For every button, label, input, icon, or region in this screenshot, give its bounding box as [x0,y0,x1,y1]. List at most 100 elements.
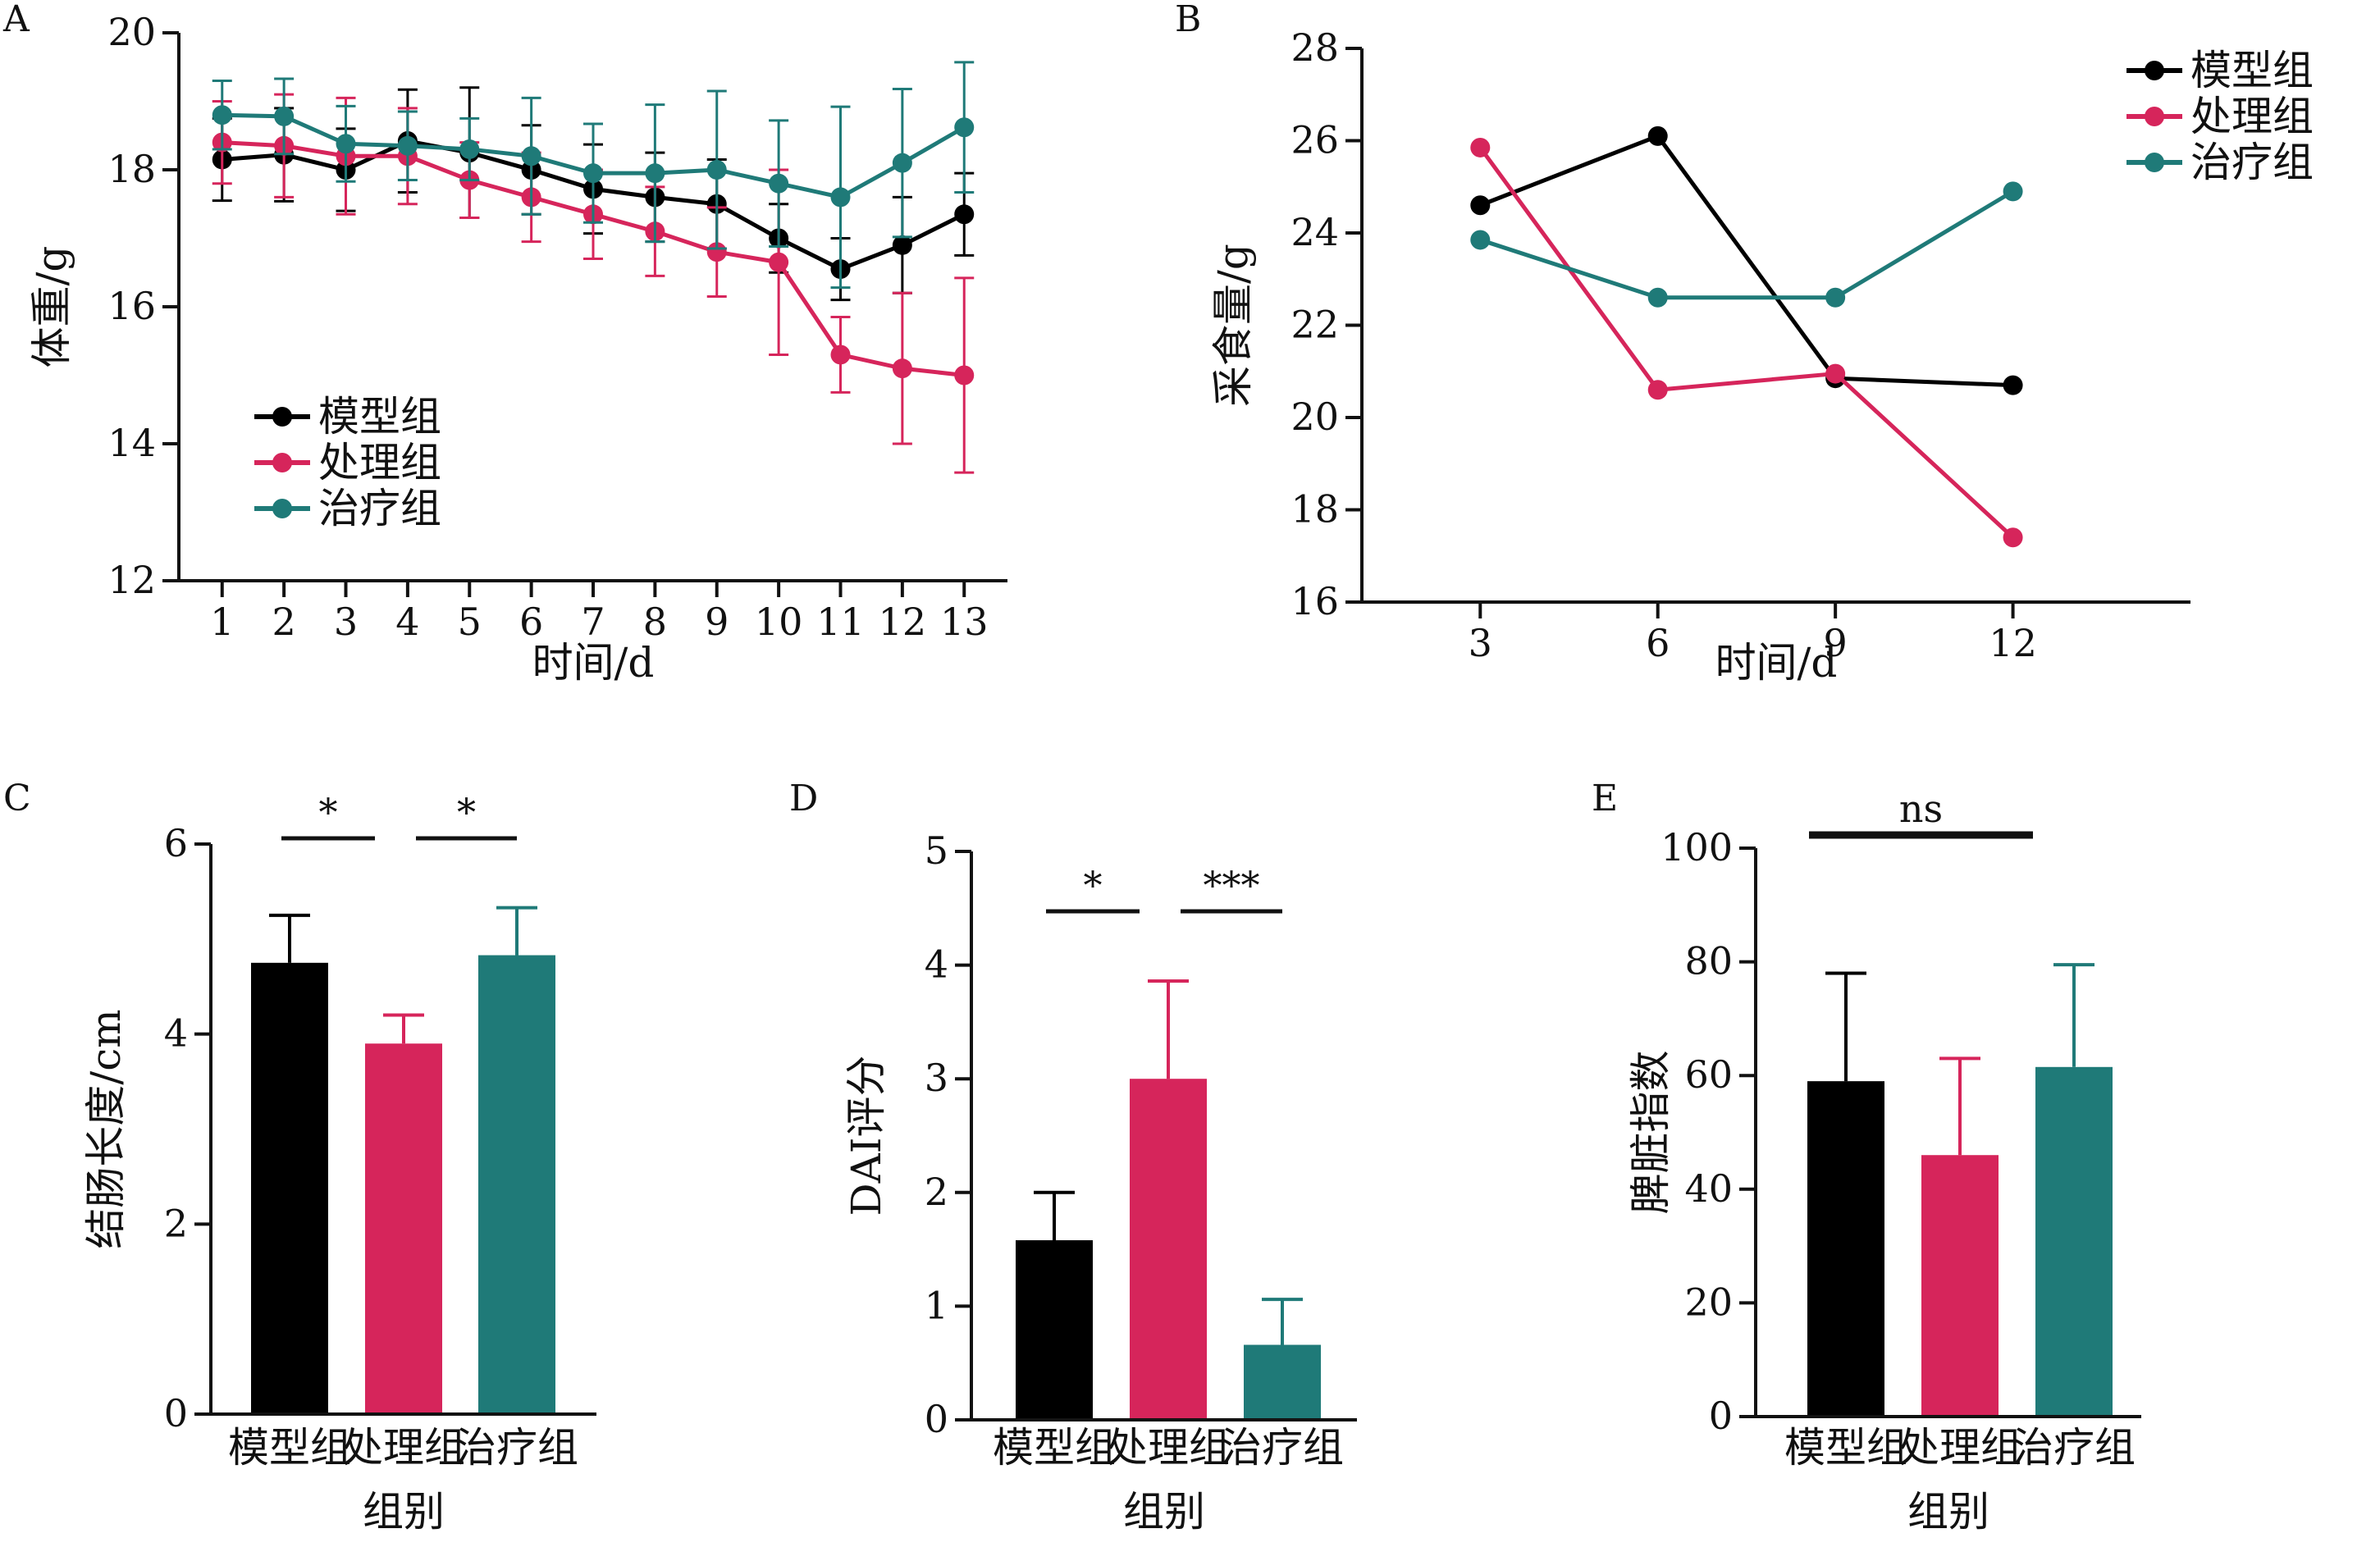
data-point [2003,181,2023,202]
x-tick-label: 3 [1469,621,1492,665]
data-point [954,117,975,138]
data-point [1470,137,1491,157]
series-line [1479,133,2013,388]
y-tick-label: 16 [1290,579,1339,623]
data-point [2003,375,2023,395]
data-point [892,235,912,255]
bar [1244,1344,1321,1420]
data-point [1470,195,1491,216]
y-axis-title: DAI评分 [843,1056,890,1216]
data-point [583,163,603,184]
category-label: 处理组 [1898,1424,2021,1472]
bar [1130,1079,1207,1420]
y-tick-label: 18 [1290,487,1339,532]
y-tick-label: 14 [107,421,156,465]
y-tick-label: 2 [164,1201,188,1245]
x-tick-label: 7 [581,600,605,644]
x-axis-title: 时间/d [1715,639,1838,687]
significance-label: * [1084,863,1103,907]
y-tick-label: 28 [1290,25,1339,70]
x-tick-label: 9 [705,600,729,644]
category-label: 治疗组 [1221,1424,1344,1472]
significance-label: ns [1899,787,1943,831]
panel-letter: A [2,0,30,40]
y-tick-label: 80 [1684,939,1733,983]
x-tick-label: 12 [879,600,927,644]
data-point [706,160,727,180]
category-label: 处理组 [342,1424,465,1472]
y-tick-label: 6 [164,821,188,865]
x-tick-label: 12 [1989,621,2037,665]
data-point [1647,125,1668,146]
y-axis-title: 结肠长度/cm [82,1009,130,1248]
legend-label: 治疗组 [318,485,441,532]
data-point [954,204,975,225]
series-3 [212,61,975,290]
panel-letter: B [1175,0,1201,40]
y-tick-label: 0 [925,1397,948,1441]
data-point [274,106,295,126]
y-tick-label: 20 [1684,1280,1733,1324]
category-label: 模型组 [1784,1424,1907,1472]
x-axis-title: 组别 [1123,1488,1205,1536]
x-tick-label: 8 [643,600,667,644]
data-point [892,153,912,173]
x-tick-label: 1 [210,600,234,644]
y-axis-title: 体重/g [28,246,75,368]
category-label: 模型组 [993,1424,1116,1472]
bar [478,955,555,1414]
y-tick-label: 20 [107,10,156,54]
data-point [521,146,541,167]
x-tick-label: 10 [755,600,803,644]
data-point [1825,287,1846,308]
legend-label: 模型组 [2190,47,2314,94]
data-point [830,345,851,365]
y-tick-label: 40 [1684,1166,1733,1211]
y-tick-label: 5 [925,828,948,873]
legend-label: 处理组 [318,439,441,486]
y-tick-label: 2 [925,1170,948,1214]
y-tick-label: 60 [1684,1052,1733,1097]
data-point [1470,230,1491,250]
y-tick-label: 3 [925,1056,948,1100]
legend-swatch-marker [272,499,292,518]
y-axis-title: 采食量/g [1209,244,1257,407]
data-point [1647,287,1668,308]
y-tick-label: 26 [1290,118,1339,162]
data-point [645,163,665,184]
series-line [1478,146,2015,540]
significance-label: * [457,790,476,834]
significance-label: * [319,790,338,834]
bar [1807,1081,1884,1417]
y-tick-label: 22 [1290,303,1339,347]
series-1 [1470,125,2023,395]
data-point [830,187,851,208]
bar [2035,1066,2113,1417]
legend-swatch-marker [2145,61,2164,80]
y-tick-label: 24 [1290,210,1339,254]
y-tick-label: 16 [107,284,156,328]
y-axis-title: 脾脏指数 [1627,1051,1674,1215]
y-tick-label: 0 [1709,1394,1733,1438]
x-tick-label: 11 [816,600,865,644]
data-point [212,105,232,125]
data-point [954,365,975,386]
y-tick-label: 0 [164,1391,188,1435]
data-point [1647,380,1668,400]
category-label: 模型组 [228,1424,351,1472]
x-tick-label: 13 [940,600,989,644]
x-tick-label: 6 [519,600,543,644]
data-point [769,173,789,194]
significance-label: *** [1204,863,1260,907]
x-axis-title: 时间/d [532,639,655,687]
x-tick-label: 2 [272,600,295,644]
legend-swatch-marker [2145,153,2164,172]
data-point [892,358,912,379]
y-tick-label: 4 [925,942,948,987]
y-tick-label: 18 [107,147,156,191]
panel-letter: C [3,778,31,819]
x-tick-label: 9 [1824,621,1848,665]
category-label: 治疗组 [2012,1424,2136,1472]
